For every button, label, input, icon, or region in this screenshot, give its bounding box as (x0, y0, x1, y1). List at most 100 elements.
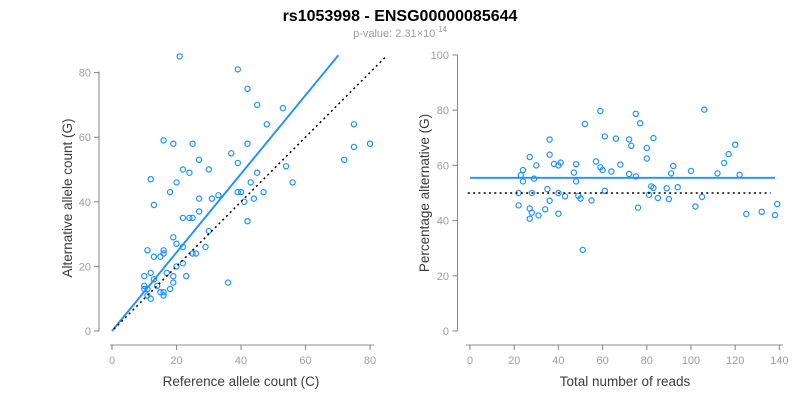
left-plot-lines (111, 54, 387, 332)
data-point (144, 292, 151, 299)
pvalue-mantissa: 2.31 (395, 28, 416, 40)
data-point (350, 121, 358, 128)
data-point (195, 208, 203, 215)
data-point (544, 185, 551, 193)
data-point (637, 119, 644, 127)
data-point (163, 269, 170, 277)
data-point (634, 204, 642, 211)
data-point (244, 140, 251, 147)
left-scatter-panel: 0 20 40 60 80 0 20 40 60 80 Reference allele coun… (60, 53, 387, 389)
regression-line (111, 54, 340, 332)
data-point (186, 214, 193, 222)
data-point (743, 210, 750, 218)
data-point (195, 156, 203, 163)
data-point (774, 200, 781, 208)
data-point (546, 136, 553, 143)
data-point (170, 279, 177, 286)
data-point (528, 189, 536, 197)
data-point (687, 167, 695, 175)
right-plot-lines (467, 176, 775, 194)
data-point (170, 234, 177, 241)
y-tick-label: 80 (437, 105, 449, 117)
pvalue-times-ten: ×10 (417, 28, 436, 40)
right-x-axis-label: Total number of reads (560, 374, 691, 389)
data-point (654, 194, 662, 202)
data-point (141, 282, 148, 289)
x-tick-label: 80 (364, 355, 376, 367)
data-point (179, 166, 187, 173)
data-point (597, 107, 604, 115)
data-point (570, 169, 578, 176)
data-point (189, 140, 196, 147)
data-point (546, 197, 553, 204)
data-point (234, 66, 241, 73)
data-point (612, 135, 620, 142)
data-point (176, 53, 183, 60)
y-tick-label: 60 (437, 160, 449, 172)
x-tick-label: 20 (508, 355, 520, 367)
data-point (186, 169, 193, 176)
data-point (592, 158, 600, 165)
data-point (579, 246, 586, 254)
data-point (771, 211, 779, 219)
data-point (263, 121, 270, 128)
y-tick-label: 80 (79, 68, 91, 80)
data-point (572, 178, 580, 185)
data-point (247, 179, 254, 186)
data-point (714, 170, 721, 177)
data-point (160, 250, 167, 257)
data-point (173, 240, 180, 247)
data-point (528, 209, 536, 216)
data-point (645, 191, 653, 198)
data-point (632, 173, 640, 180)
data-point (632, 110, 640, 118)
identity-line (113, 55, 387, 330)
data-point (515, 202, 522, 209)
data-point (732, 141, 739, 148)
data-point (215, 192, 222, 199)
x-tick-label: 100 (682, 355, 700, 367)
data-point (650, 184, 657, 192)
data-point (643, 155, 651, 162)
data-point (244, 85, 251, 93)
data-point (601, 187, 609, 194)
data-point (692, 203, 699, 210)
right-scatter-panel: 0 20 40 60 80 100 120 140 0 20 40 60 80 100 Total num… (417, 50, 789, 389)
x-tick-label: 120 (726, 355, 744, 367)
data-point (237, 188, 245, 196)
figure-title: rs1053998 - ENSG00000085644 (283, 8, 518, 25)
data-point (234, 159, 241, 167)
x-tick-label: 0 (109, 355, 115, 367)
data-point (150, 201, 158, 209)
data-point (253, 101, 261, 109)
data-point (228, 150, 235, 157)
data-point (147, 175, 154, 183)
left-scatter-points (141, 53, 374, 302)
x-tick-label: 40 (552, 355, 564, 367)
data-point (643, 144, 651, 152)
y-tick-label: 20 (437, 271, 449, 283)
data-point (182, 272, 190, 280)
x-tick-label: 60 (596, 355, 608, 367)
left-y-axis-label: Alternative allele count (G) (60, 118, 75, 277)
data-point (150, 276, 158, 283)
data-point (526, 215, 533, 222)
data-point (189, 214, 196, 222)
data-point (608, 168, 615, 175)
data-point (166, 285, 174, 293)
data-point (253, 169, 261, 176)
data-point (160, 292, 167, 299)
data-point (279, 104, 287, 112)
data-point (147, 269, 154, 277)
data-point (519, 166, 527, 174)
data-point (170, 140, 177, 147)
data-point (260, 188, 267, 196)
data-point (144, 247, 151, 254)
data-point (599, 166, 606, 174)
data-point (725, 150, 732, 158)
data-point (141, 272, 148, 280)
data-point (147, 295, 154, 302)
y-tick-label: 60 (79, 132, 91, 144)
